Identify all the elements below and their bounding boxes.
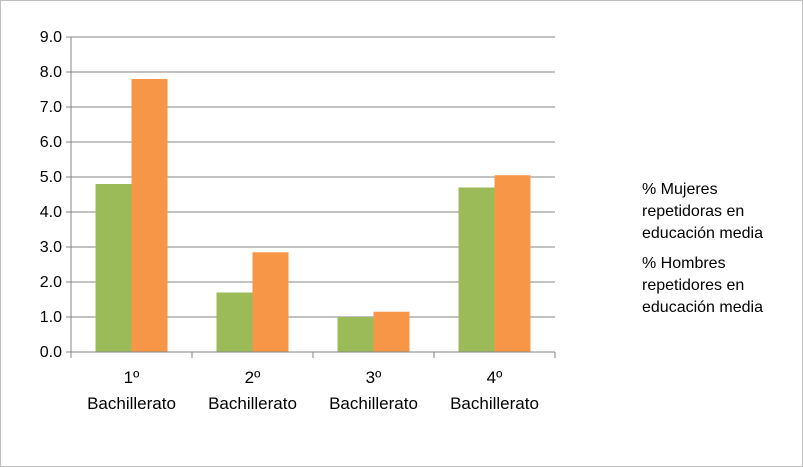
x-tick-label: 4º — [487, 368, 503, 387]
bar-series-2-cat-1 — [131, 79, 168, 352]
y-tick-label: 2.0 — [40, 274, 62, 291]
x-tick-label: 3º — [366, 368, 382, 387]
x-tick-label: Bachillerato — [87, 394, 176, 413]
y-tick-label: 0.0 — [40, 344, 62, 361]
y-tick-label: 8.0 — [40, 64, 62, 81]
bar-series-1-cat-4 — [458, 187, 495, 352]
y-tick-label: 7.0 — [40, 99, 62, 116]
legend: % Mujeres repetidoras en educación media… — [642, 179, 800, 327]
bar-series-1-cat-2 — [216, 292, 253, 352]
bar-series-2-cat-2 — [252, 252, 289, 352]
y-tick-label: 6.0 — [40, 134, 62, 151]
y-tick-label: 5.0 — [40, 169, 62, 186]
x-tick-label: Bachillerato — [329, 394, 418, 413]
x-tick-label: Bachillerato — [450, 394, 539, 413]
y-tick-label: 1.0 — [40, 309, 62, 326]
bar-series-2-cat-4 — [494, 175, 531, 352]
x-tick-label: Bachillerato — [208, 394, 297, 413]
legend-item-mujeres: % Mujeres repetidoras en educación media — [642, 181, 763, 242]
x-tick-label: 2º — [245, 368, 261, 387]
bar-series-1-cat-1 — [95, 184, 132, 352]
x-tick-label: 1º — [124, 368, 140, 387]
bar-series-1-cat-3 — [337, 317, 374, 352]
y-tick-label: 4.0 — [40, 204, 62, 221]
bar-series-2-cat-3 — [373, 311, 410, 352]
legend-item-hombres: % Hombres repetidores en educación media — [642, 255, 763, 316]
y-tick-label: 3.0 — [40, 239, 62, 256]
y-tick-label: 9.0 — [40, 29, 62, 46]
